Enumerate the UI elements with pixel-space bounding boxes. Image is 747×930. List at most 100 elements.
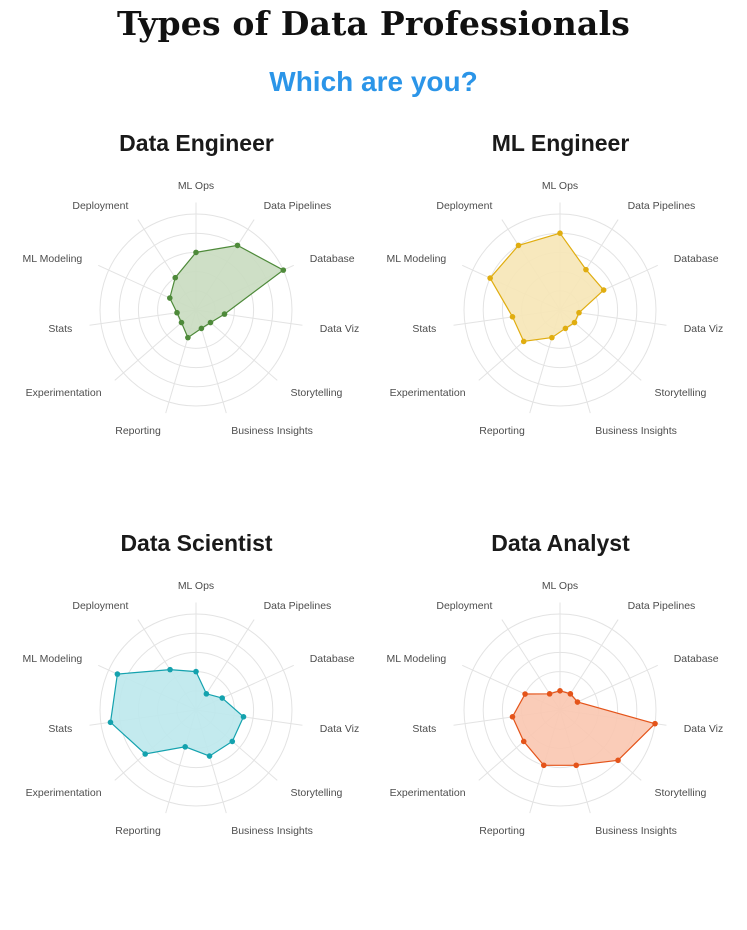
data-point [240,714,247,720]
data-point [193,249,199,256]
axis-label: Data Viz [320,323,360,335]
series-area [489,232,605,343]
axis-label: Data Viz [320,723,360,735]
data-point [234,242,241,249]
data-point [540,762,547,769]
axis-label: Stats [412,723,436,735]
chart-title: Data Engineer [119,130,274,156]
axis-label: Deployment [72,200,128,212]
axis-label: Data Pipelines [264,600,332,612]
radar-chart: ML Ops Data Pipelines Database Data Viz Stor… [387,580,724,837]
data-point [567,691,574,697]
data-point [520,338,527,345]
data-point [562,325,569,332]
data-point [203,691,210,697]
axis-label: Data Viz [684,723,724,735]
data-point [206,753,213,759]
data-point [193,668,199,675]
axis-label: ML Ops [178,180,214,192]
axis-label: Data Pipelines [628,600,696,612]
radar-chart: ML Ops Data Pipelines Database Data Viz Stor… [23,180,360,437]
data-point [219,695,225,701]
data-point [557,688,563,694]
data-point [549,334,555,341]
data-point [178,319,185,326]
axis-label: Stats [412,323,436,335]
data-point [107,719,114,726]
radar-panel-ml-engineer: ML Engineer ML Ops Data Pipelines Database… [374,130,747,530]
page-title: Types of Data Professionals [116,4,631,43]
axis-label: Storytelling [654,787,706,799]
axis-label: ML Modeling [23,653,83,665]
radar-chart: ML Ops Data Pipelines Database Data Viz Stor… [387,180,724,437]
axis-label: Database [310,253,355,265]
axis-label: Business Insights [231,425,313,437]
radar-panel-data-analyst: Data Analyst ML Ops Data Pipelines Databas… [374,530,747,930]
data-point [615,757,621,764]
data-point [167,295,173,301]
axis-label: Deployment [436,600,492,612]
axis-label: ML Ops [542,580,578,592]
radar-panel-data-engineer: Data Engineer ML Ops Data Pipelines Databa… [10,130,383,530]
data-point [185,334,191,341]
axis-label: ML Modeling [387,253,447,265]
data-point [509,314,516,320]
axis-label: Data Viz [684,323,724,335]
data-point [652,720,658,727]
data-point [182,744,188,750]
axis-label: Database [310,653,355,665]
data-point [574,699,581,705]
axis-label: Storytelling [290,787,342,799]
axis-label: ML Ops [542,180,578,192]
data-point [583,266,589,273]
axis-label: Experimentation [390,387,466,399]
data-point [576,309,582,316]
data-point [167,666,173,673]
data-point [114,671,121,677]
data-point [198,325,205,332]
data-point [515,242,522,249]
axis-label: Reporting [479,825,525,837]
axis-label: ML Modeling [23,253,83,265]
axis-label: Storytelling [654,387,706,399]
chart-title: Data Analyst [491,530,630,556]
axis-label: Database [674,653,719,665]
axis-label: Deployment [436,200,492,212]
axis-label: Business Insights [231,825,313,837]
axis-label: Experimentation [26,387,102,399]
data-point [600,287,607,293]
axis-label: Data Pipelines [264,200,332,212]
chart-title: ML Engineer [491,130,630,156]
page-subtitle: Which are you? [269,66,478,97]
axis-label: Experimentation [390,787,466,799]
axis-label: ML Modeling [387,653,447,665]
data-point [571,319,578,326]
data-point [280,267,287,273]
data-point [546,691,553,697]
axis-label: Deployment [72,600,128,612]
axis-label: Data Pipelines [628,200,696,212]
axis-label: Storytelling [290,387,342,399]
axis-label: Database [674,253,719,265]
data-point [142,751,149,757]
series-area [511,690,657,766]
data-point [509,714,516,720]
data-point [221,311,228,317]
series-area [169,244,285,339]
data-point [207,319,214,326]
axis-label: Reporting [115,425,161,437]
chart-title: Data Scientist [120,530,273,556]
axis-label: Stats [48,723,72,735]
radar-chart: ML Ops Data Pipelines Database Data Viz Stor… [23,580,360,837]
axis-label: Reporting [479,425,525,437]
axis-label: Experimentation [26,787,102,799]
data-point [172,274,179,281]
data-point [557,230,563,236]
data-point [522,691,528,697]
data-point [174,309,180,316]
axis-label: ML Ops [178,580,214,592]
axis-label: Business Insights [595,825,677,837]
data-point [573,762,580,769]
axis-label: Business Insights [595,425,677,437]
radar-panel-data-scientist: Data Scientist ML Ops Data Pipelines Datab… [10,530,383,930]
